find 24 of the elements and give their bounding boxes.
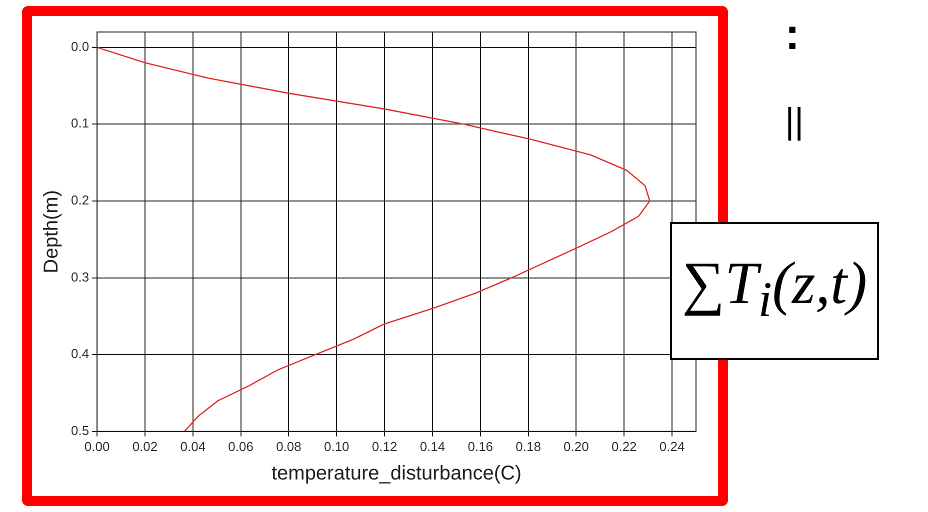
x-tick-label: 0.14 — [420, 438, 446, 454]
y-tick-label: 0.0 — [70, 38, 90, 54]
x-tick-label: 0.06 — [228, 438, 254, 454]
y-tick-label: 0.5 — [70, 422, 90, 438]
x-tick-label: 0.20 — [564, 438, 589, 454]
text: || — [785, 100, 804, 142]
y-tick-label: 0.3 — [70, 269, 90, 284]
x-tick-label: 0.10 — [324, 438, 350, 454]
x-tick-label: 0.16 — [468, 438, 494, 454]
y-tick-label: 0.2 — [70, 192, 90, 208]
x-tick-label: 0.00 — [84, 438, 110, 454]
annotation: ∑T$_{i}$(z,t) — [670, 222, 880, 360]
text: : — [785, 10, 800, 60]
x-tick-label: 0.12 — [372, 438, 398, 454]
x-tick-label: 0.08 — [276, 438, 302, 454]
x-axis-title: temperature_disturbance(C) — [271, 462, 522, 485]
x-tick-label: 0.04 — [180, 438, 206, 454]
y-axis-title: Depth(m) — [40, 190, 63, 274]
x-tick-label: 0.24 — [659, 438, 685, 454]
y-tick-label: 0.1 — [70, 116, 90, 131]
x-tick-label: 0.02 — [132, 438, 158, 454]
x-tick-label: 0.18 — [516, 438, 541, 454]
y-tick-label: 0.4 — [70, 346, 90, 362]
x-tick-label: 0.22 — [611, 438, 637, 454]
